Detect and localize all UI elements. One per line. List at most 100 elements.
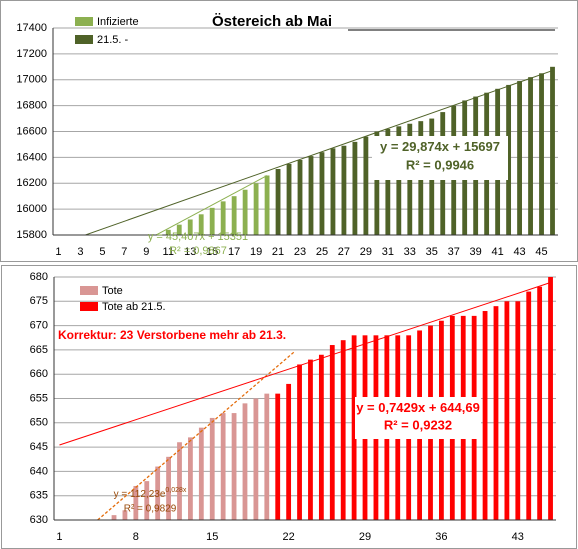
bar [176, 224, 182, 235]
chart-title: Östereich ab Mai [212, 13, 332, 30]
trendline-equation: y = 0,7429x + 644,69 [356, 400, 480, 415]
trendline [59, 282, 551, 446]
bar [242, 403, 248, 520]
y-tick-label: 16600 [16, 125, 47, 137]
trendline [155, 175, 268, 235]
bar [286, 163, 292, 235]
bar [166, 456, 171, 520]
y-tick-label: 670 [30, 320, 48, 332]
bar [122, 510, 128, 520]
label-box [372, 136, 508, 180]
bar [209, 207, 215, 235]
bar [319, 152, 325, 235]
trendline-r2: R² = 0,9946 [406, 157, 474, 172]
x-tick-label: 15 [206, 246, 218, 258]
y-tick-label: 675 [30, 295, 48, 307]
y-tick-label: 16400 [16, 151, 47, 163]
y-tick-label: 665 [30, 344, 48, 356]
bar [517, 81, 522, 235]
bar [220, 413, 226, 520]
x-tick-label: 8 [133, 531, 139, 543]
y-tick-label: 630 [30, 514, 48, 526]
bar [539, 73, 544, 235]
equation-exponent: 0,028x [165, 487, 187, 494]
bar [231, 196, 237, 235]
trendline [97, 351, 295, 520]
bar [548, 277, 553, 520]
x-tick-label: 43 [513, 246, 525, 258]
x-tick-label: 35 [426, 246, 438, 258]
trendline-equation: y = 45,407x + 15351 [148, 231, 248, 243]
label-box [355, 397, 481, 439]
bar [275, 169, 281, 235]
trendline-r2: R² = 0,9867 [169, 245, 227, 257]
y-tick-label: 640 [30, 465, 48, 477]
y-tick-label: 680 [30, 271, 48, 283]
equation-text: y = 0,7429x + 644,69 [356, 400, 480, 415]
x-tick-label: 22 [283, 531, 295, 543]
bar [341, 145, 347, 235]
x-tick-label: 36 [435, 531, 447, 543]
legend-label: Tote ab 21.5. [102, 301, 166, 313]
x-tick-label: 9 [143, 246, 149, 258]
chart-bottom: 630 635 640 645 650 655 660 665 670 675 680 1 8 15 22 2… [30, 271, 556, 543]
bar [144, 481, 150, 520]
bar [165, 229, 171, 235]
x-tick-label: 37 [448, 246, 460, 258]
bar [187, 219, 193, 235]
bar [504, 301, 510, 520]
bar [253, 398, 259, 520]
x-tick-label: 29 [359, 531, 371, 543]
bar [537, 286, 543, 520]
bar [550, 66, 555, 235]
legend-key [80, 286, 98, 295]
equation-text: y = 29,874x + 15697 [380, 139, 500, 154]
bar [297, 364, 302, 520]
x-tick-label: 17 [228, 246, 240, 258]
bar [330, 148, 336, 235]
y-tick-label: 16000 [16, 203, 47, 215]
y-tick-label: 655 [30, 392, 48, 404]
x-tick-label: 1 [56, 531, 62, 543]
bar [515, 301, 521, 520]
bar [528, 77, 533, 235]
legend-key [75, 17, 93, 26]
bar [264, 393, 270, 520]
bar [396, 126, 402, 235]
legend-label: 21.5. - [97, 34, 129, 46]
x-tick-label: 3 [77, 246, 83, 258]
x-tick-label: 5 [99, 246, 105, 258]
trendline-r2: R² = 0,9829 [124, 504, 177, 515]
trendline-equation: y = 112,23e0,028x [114, 487, 187, 500]
x-tick-label: 29 [360, 246, 372, 258]
x-tick-label: 11 [163, 246, 174, 258]
y-tick-label: 17000 [16, 74, 47, 86]
y-tick-label: 645 [30, 441, 48, 453]
bar [352, 141, 358, 235]
y-tick-label: 635 [30, 490, 48, 502]
x-tick-label: 7 [121, 246, 127, 258]
y-tick-label: 17200 [16, 48, 47, 60]
bar [286, 383, 292, 520]
y-tick-label: 16800 [16, 100, 47, 112]
bar [155, 466, 161, 520]
bar [374, 131, 380, 235]
equation-text: y = 45,407x + 15351 [148, 231, 248, 243]
equation-text: y = 112,23e [114, 489, 166, 500]
x-tick-label: 25 [316, 246, 328, 258]
x-tick-label: 33 [404, 246, 416, 258]
bar [198, 427, 204, 520]
y-tick-label: 650 [30, 417, 48, 429]
x-tick-label: 15 [206, 531, 218, 543]
legend-label: Tote [102, 285, 123, 297]
bar [209, 417, 215, 520]
legend-key [75, 35, 93, 44]
bar [385, 128, 391, 235]
legend-key [80, 302, 98, 311]
bar [308, 156, 314, 235]
bar [351, 335, 357, 520]
bar [188, 437, 193, 520]
chart-top: 15800 16000 16200 16400 16600 16800 17000 17200… [16, 16, 558, 258]
bar [177, 442, 182, 520]
y-tick-label: 660 [30, 368, 48, 380]
